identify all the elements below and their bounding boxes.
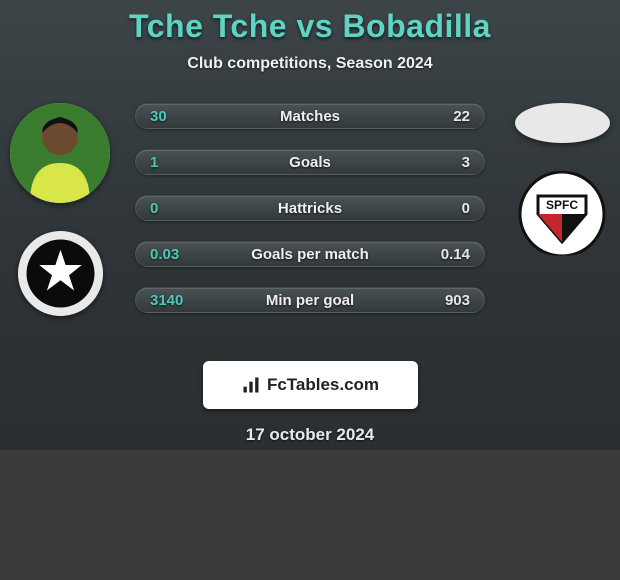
sao-paulo-badge-icon: SPFC <box>512 171 612 256</box>
right-club-badge: SPFC <box>512 171 612 256</box>
botafogo-badge-icon <box>18 231 103 316</box>
stats-table: 30 Matches 22 1 Goals 3 0 Hattricks 0 0.… <box>135 103 485 313</box>
stat-label: Goals <box>136 154 484 171</box>
bar-chart-icon <box>241 375 261 395</box>
left-club-badge <box>18 231 103 316</box>
svg-text:SPFC: SPFC <box>546 198 578 212</box>
comparison-subtitle: Club competitions, Season 2024 <box>0 55 620 73</box>
stat-row: 30 Matches 22 <box>135 103 485 129</box>
stat-label: Hattricks <box>136 200 484 217</box>
right-player-placeholder <box>515 103 610 143</box>
stat-row: 0.03 Goals per match 0.14 <box>135 241 485 267</box>
stat-row: 0 Hattricks 0 <box>135 195 485 221</box>
stat-label: Matches <box>136 108 484 125</box>
left-avatar-column <box>10 103 110 316</box>
stat-label: Min per goal <box>136 292 484 309</box>
comparison-title: Tche Tche vs Bobadilla <box>0 8 620 45</box>
right-avatar-column: SPFC <box>512 103 612 256</box>
stat-row: 1 Goals 3 <box>135 149 485 175</box>
brand-label: FcTables.com <box>267 375 379 395</box>
stat-row: 3140 Min per goal 903 <box>135 287 485 313</box>
content-area: SPFC 30 Matches 22 1 Goals 3 0 Hattricks… <box>0 103 620 343</box>
left-player-photo <box>10 103 110 203</box>
stat-label: Goals per match <box>136 246 484 263</box>
comparison-date: 17 october 2024 <box>0 425 620 445</box>
comparison-card: Tche Tche vs Bobadilla Club competitions… <box>0 0 620 450</box>
player-photo-icon <box>10 103 110 203</box>
brand-box[interactable]: FcTables.com <box>203 361 418 409</box>
